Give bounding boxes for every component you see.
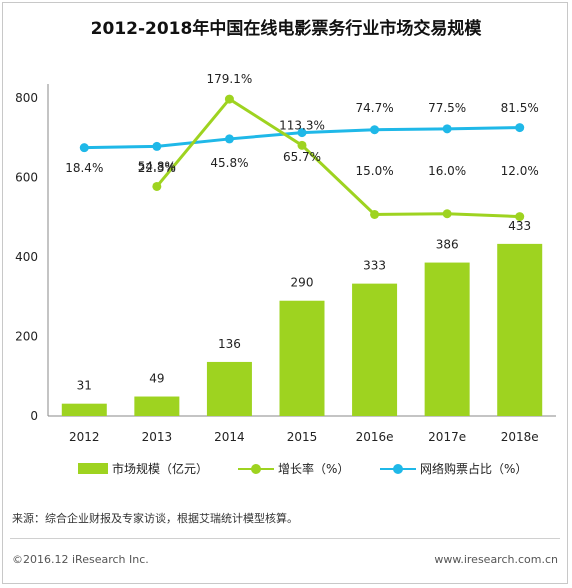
bar bbox=[497, 243, 543, 416]
share-data-label: 81.5% bbox=[501, 101, 539, 115]
share-data-label: 74.7% bbox=[356, 101, 394, 115]
chart-svg: 0 200 400 600 800 2012 2013 2014 2015 2016e 2017e 2… bbox=[15, 72, 556, 444]
growth-data-label: 15.0% bbox=[356, 164, 394, 178]
growth-rate-line bbox=[155, 97, 520, 219]
growth-rate-point bbox=[297, 140, 307, 150]
online-share-point bbox=[297, 128, 307, 138]
online-share-point bbox=[152, 141, 162, 151]
legend-swatch-bar bbox=[78, 463, 108, 474]
bar bbox=[61, 403, 107, 416]
growth-data-label: 113.3% bbox=[279, 118, 325, 132]
growth-data-label: 179.1% bbox=[207, 72, 253, 86]
online-share-point bbox=[442, 124, 452, 134]
x-tick-label: 2016e bbox=[356, 430, 394, 444]
y-tick-label: 0 bbox=[30, 409, 38, 423]
growth-rate-point bbox=[515, 212, 525, 222]
bar bbox=[424, 262, 470, 416]
y-tick-label: 600 bbox=[15, 171, 38, 185]
share-data-label: 22.3% bbox=[138, 161, 176, 175]
bar-data-label: 31 bbox=[77, 379, 92, 393]
source-note: 来源：综合企业财报及专家访谈，根据艾瑞统计模型核算。 bbox=[12, 512, 298, 525]
legend-label-market-size: 市场规模（亿元） bbox=[112, 462, 209, 476]
x-tick-label: 2014 bbox=[214, 430, 245, 444]
copyright-text: ©2016.12 iResearch Inc. bbox=[12, 553, 149, 566]
legend: 市场规模（亿元） 增长率（%） 网络购票占比（%） bbox=[0, 460, 572, 484]
legend-swatch-growth-line bbox=[238, 463, 274, 475]
bar bbox=[352, 283, 398, 416]
growth-rate-point bbox=[442, 209, 452, 219]
legend-item-online-share: 网络购票占比（%） bbox=[380, 460, 527, 477]
bar-data-label: 386 bbox=[436, 238, 459, 252]
online-share-point bbox=[370, 125, 380, 135]
growth-data-label: 16.0% bbox=[428, 164, 466, 178]
x-tick-label: 2013 bbox=[142, 430, 173, 444]
x-tick-label: 2012 bbox=[69, 430, 100, 444]
y-tick-label: 400 bbox=[15, 250, 38, 264]
x-tick-label: 2017e bbox=[428, 430, 466, 444]
bar bbox=[134, 396, 180, 416]
legend-swatch-share-line bbox=[380, 463, 416, 475]
chart-frame bbox=[2, 2, 568, 584]
x-tick-label: 2015 bbox=[287, 430, 318, 444]
growth-data-label: 12.0% bbox=[501, 164, 539, 178]
bar-data-label: 49 bbox=[149, 372, 164, 386]
growth-rate-point bbox=[152, 181, 162, 191]
legend-item-market-size: 市场规模（亿元） bbox=[78, 460, 208, 477]
share-data-label: 45.8% bbox=[210, 156, 248, 170]
legend-item-growth-rate: 增长率（%） bbox=[238, 460, 349, 477]
y-tick-label: 800 bbox=[15, 91, 38, 105]
bar-data-label: 136 bbox=[218, 337, 241, 351]
footer-divider bbox=[10, 538, 560, 539]
bar bbox=[279, 300, 325, 416]
online-share-point bbox=[515, 123, 525, 133]
bar-data-label: 433 bbox=[508, 219, 531, 233]
growth-data-label: 54.8% bbox=[138, 159, 176, 173]
chart-title: 2012-2018年中国在线电影票务行业市场交易规模 bbox=[90, 19, 482, 39]
growth-rate-point bbox=[224, 94, 234, 104]
legend-label-growth-rate: 增长率（%） bbox=[278, 462, 350, 476]
online-share-point bbox=[79, 143, 89, 153]
y-tick-label: 200 bbox=[15, 330, 38, 344]
legend-label-online-share: 网络购票占比（%） bbox=[420, 462, 528, 476]
online-share-point bbox=[224, 134, 234, 144]
share-data-label: 65.7% bbox=[283, 150, 321, 164]
bar bbox=[206, 361, 252, 416]
growth-rate-point bbox=[370, 209, 380, 219]
x-tick-label: 2018e bbox=[501, 430, 539, 444]
share-data-label: 18.4% bbox=[65, 161, 103, 175]
website-link[interactable]: www.iresearch.com.cn bbox=[434, 553, 558, 566]
bar-data-label: 290 bbox=[291, 276, 314, 290]
share-data-label: 77.5% bbox=[428, 101, 466, 115]
bar-data-label: 333 bbox=[363, 259, 386, 273]
